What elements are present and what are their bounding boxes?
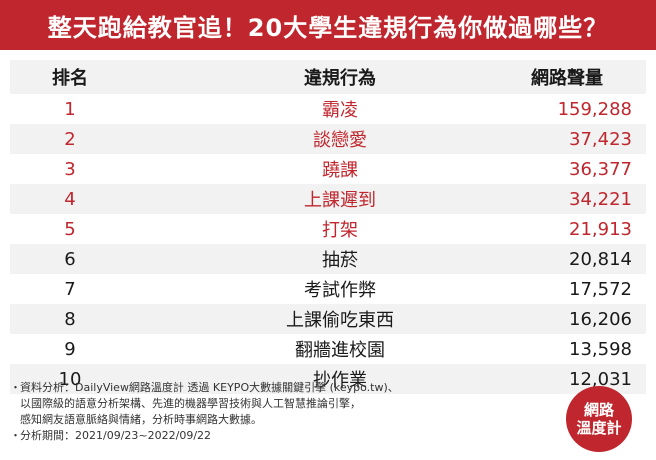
rank-cell: 6: [64, 248, 76, 270]
table-row: 6 抽菸 20,814: [10, 244, 646, 274]
behavior-cell: 上課遲到: [304, 190, 376, 211]
page-title: 整天跑給教官追！20大學生違規行為你做過哪些？: [47, 13, 609, 42]
volume-cell: 16,206: [569, 308, 632, 330]
volume-cell: 13,598: [569, 338, 632, 360]
table-header: 排名 違規行為 網路聲量: [10, 60, 646, 94]
rank-cell: 10: [58, 368, 82, 390]
volume-cell: 36,377: [569, 158, 632, 180]
behavior-cell: 上課偷吃東西: [286, 310, 394, 331]
analysis-line-1: 資料分析：DailyView網路溫度計 透過 KEYPO大數據關鍵引擎 (key…: [20, 381, 399, 394]
behavior-cell: 考試作弊: [304, 280, 376, 301]
rank-cell: 7: [64, 278, 76, 300]
behavior-cell: 打架: [322, 220, 358, 241]
behavior-cell: 抄作業: [313, 370, 367, 391]
period-note: ・分析期間：2021/09/23~2022/09/22: [10, 428, 550, 444]
analysis-line-3: 感知網友語意脈絡與情緒，分析時事網路大數據。: [20, 413, 262, 426]
title-banner: 整天跑給教官追！20大學生違規行為你做過哪些？: [0, 0, 656, 50]
rank-cell: 1: [64, 98, 76, 120]
volume-cell: 12,031: [569, 368, 632, 390]
analysis-note: ・資料分析：DailyView網路溫度計 透過 KEYPO大數據關鍵引擎 (ke…: [10, 380, 550, 396]
volume-cell: 37,423: [569, 128, 632, 150]
logo-line-2: 溫度計: [576, 419, 622, 437]
table-row: 4 上課遲到 34,221: [10, 184, 646, 214]
behavior-cell: 抽菸: [322, 250, 358, 271]
rank-cell: 3: [64, 158, 76, 180]
table-row: 10 抄作業 12,031: [10, 364, 646, 394]
behavior-cell: 翻牆進校園: [295, 340, 385, 361]
rank-cell: 4: [64, 188, 76, 210]
rank-cell: 9: [64, 338, 76, 360]
header-behavior: 違規行為: [304, 68, 376, 89]
volume-cell: 20,814: [569, 248, 632, 270]
volume-cell: 159,288: [557, 98, 632, 120]
header-rank: 排名: [52, 68, 88, 89]
behavior-cell: 談戀愛: [313, 130, 367, 151]
volume-cell: 17,572: [569, 278, 632, 300]
header-volume: 網路聲量: [531, 68, 603, 89]
behavior-cell: 霸凌: [322, 100, 358, 121]
analysis-period: 分析期間：2021/09/23~2022/09/22: [20, 429, 212, 442]
table-row: 1 霸凌 159,288: [10, 94, 646, 124]
table-row: 2 談戀愛 37,423: [10, 124, 646, 154]
logo-line-1: 網路: [583, 401, 614, 419]
analysis-line-2: 以國際級的語意分析架構、先進的機器學習技術與人工智慧推論引擎，: [20, 397, 361, 410]
ranking-table: 排名 違規行為 網路聲量 1 霸凌 159,288 2 談戀愛 37,423 3…: [10, 60, 646, 394]
bullet: ・: [10, 429, 21, 442]
behavior-cell: 蹺課: [322, 160, 358, 181]
volume-cell: 34,221: [569, 188, 632, 210]
table-row: 5 打架 21,913: [10, 214, 646, 244]
source-notes: ・資料分析：DailyView網路溫度計 透過 KEYPO大數據關鍵引擎 (ke…: [10, 380, 550, 444]
rank-cell: 8: [64, 308, 76, 330]
rank-cell: 5: [64, 218, 76, 240]
volume-cell: 21,913: [569, 218, 632, 240]
table-row: 9 翻牆進校園 13,598: [10, 334, 646, 364]
table-row: 3 蹺課 36,377: [10, 154, 646, 184]
brand-logo: 網路 溫度計: [566, 386, 632, 452]
table-row: 8 上課偷吃東西 16,206: [10, 304, 646, 334]
table-row: 7 考試作弊 17,572: [10, 274, 646, 304]
rank-cell: 2: [64, 128, 76, 150]
bullet: ・: [10, 381, 21, 394]
